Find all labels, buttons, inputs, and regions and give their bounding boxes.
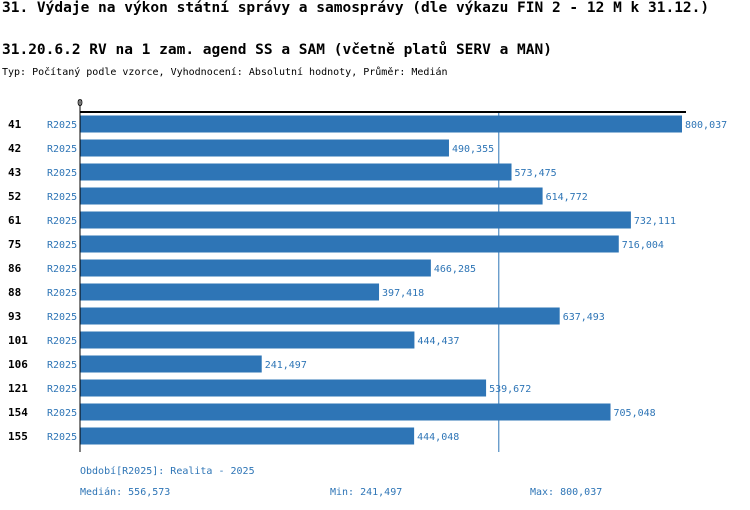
bar xyxy=(80,139,449,157)
series-label: R2025 xyxy=(47,216,77,227)
value-label: 614,772 xyxy=(546,192,588,203)
footer-min: Min: 241,497 xyxy=(330,487,403,498)
value-label: 800,037 xyxy=(685,120,727,131)
bar xyxy=(80,355,262,373)
category-label: 41 xyxy=(8,118,22,131)
value-label: 444,437 xyxy=(417,336,459,347)
category-label: 86 xyxy=(8,262,22,275)
value-label: 397,418 xyxy=(382,288,424,299)
category-label: 121 xyxy=(8,382,28,395)
series-label: R2025 xyxy=(47,168,77,179)
category-label: 106 xyxy=(8,358,28,371)
category-label: 88 xyxy=(8,286,21,299)
bar-chart: 041R2025800,03742R2025490,35543R2025573,… xyxy=(8,98,727,452)
category-label: 61 xyxy=(8,214,22,227)
value-label: 490,355 xyxy=(452,144,494,155)
series-label: R2025 xyxy=(47,264,77,275)
bar xyxy=(80,211,631,229)
bar xyxy=(80,235,619,253)
category-label: 93 xyxy=(8,310,21,323)
value-label: 241,497 xyxy=(265,360,307,371)
series-label: R2025 xyxy=(47,240,77,251)
category-label: 154 xyxy=(8,406,28,419)
chart-subtitle: 31.20.6.2 RV na 1 zam. agend SS a SAM (v… xyxy=(2,42,552,58)
bar xyxy=(80,283,380,301)
category-label: 43 xyxy=(8,166,21,179)
footer-period: Období[R2025]: Realita - 2025 xyxy=(80,466,255,477)
bar xyxy=(80,379,487,397)
value-label: 637,493 xyxy=(563,312,605,323)
series-label: R2025 xyxy=(47,432,77,443)
series-label: R2025 xyxy=(47,120,77,131)
bar xyxy=(80,427,415,445)
bar xyxy=(80,115,682,133)
value-label: 716,004 xyxy=(622,240,664,251)
series-label: R2025 xyxy=(47,288,77,299)
bar xyxy=(80,403,611,421)
series-label: R2025 xyxy=(47,360,77,371)
series-label: R2025 xyxy=(47,408,77,419)
bar xyxy=(80,331,415,349)
footer-median: Medián: 556,573 xyxy=(80,487,171,498)
bar xyxy=(80,307,560,325)
series-label: R2025 xyxy=(47,384,77,395)
series-label: R2025 xyxy=(47,144,77,155)
bar xyxy=(80,259,431,277)
category-label: 101 xyxy=(8,334,28,347)
category-label: 42 xyxy=(8,142,21,155)
category-label: 75 xyxy=(8,238,21,251)
chart-type-line: Typ: Počítaný podle vzorce, Vyhodnocení:… xyxy=(2,67,448,78)
series-label: R2025 xyxy=(47,312,77,323)
series-label: R2025 xyxy=(47,336,77,347)
value-label: 705,048 xyxy=(614,408,656,419)
series-label: R2025 xyxy=(47,192,77,203)
value-label: 573,475 xyxy=(515,168,557,179)
value-label: 539,672 xyxy=(489,384,531,395)
chart-title: 31. Výdaje na výkon státní správy a samo… xyxy=(2,0,710,16)
category-label: 155 xyxy=(8,430,28,443)
category-label: 52 xyxy=(8,190,21,203)
footer-max: Max: 800,037 xyxy=(530,487,603,498)
value-label: 732,111 xyxy=(634,216,676,227)
bar xyxy=(80,163,512,181)
value-label: 466,285 xyxy=(434,264,476,275)
value-label: 444,048 xyxy=(417,432,459,443)
bar xyxy=(80,187,543,205)
